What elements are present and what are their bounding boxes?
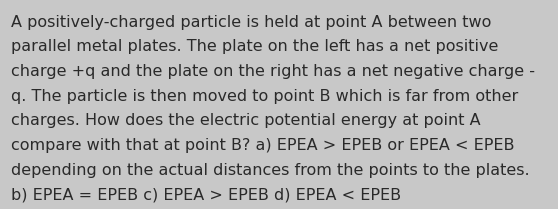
Text: b) EPEA = EPEB c) EPEA > EPEB d) EPEA < EPEB: b) EPEA = EPEB c) EPEA > EPEB d) EPEA < … <box>11 187 401 202</box>
Text: q. The particle is then moved to point B which is far from other: q. The particle is then moved to point B… <box>11 89 518 104</box>
Text: A positively-charged particle is held at point A between two: A positively-charged particle is held at… <box>11 15 492 30</box>
Text: charge +q and the plate on the right has a net negative charge -: charge +q and the plate on the right has… <box>11 64 535 79</box>
Text: depending on the actual distances from the points to the plates.: depending on the actual distances from t… <box>11 163 530 178</box>
Text: parallel metal plates. The plate on the left has a net positive: parallel metal plates. The plate on the … <box>11 39 498 54</box>
Text: compare with that at point B? a) EPEA > EPEB or EPEA < EPEB: compare with that at point B? a) EPEA > … <box>11 138 514 153</box>
Text: charges. How does the electric potential energy at point A: charges. How does the electric potential… <box>11 113 481 128</box>
